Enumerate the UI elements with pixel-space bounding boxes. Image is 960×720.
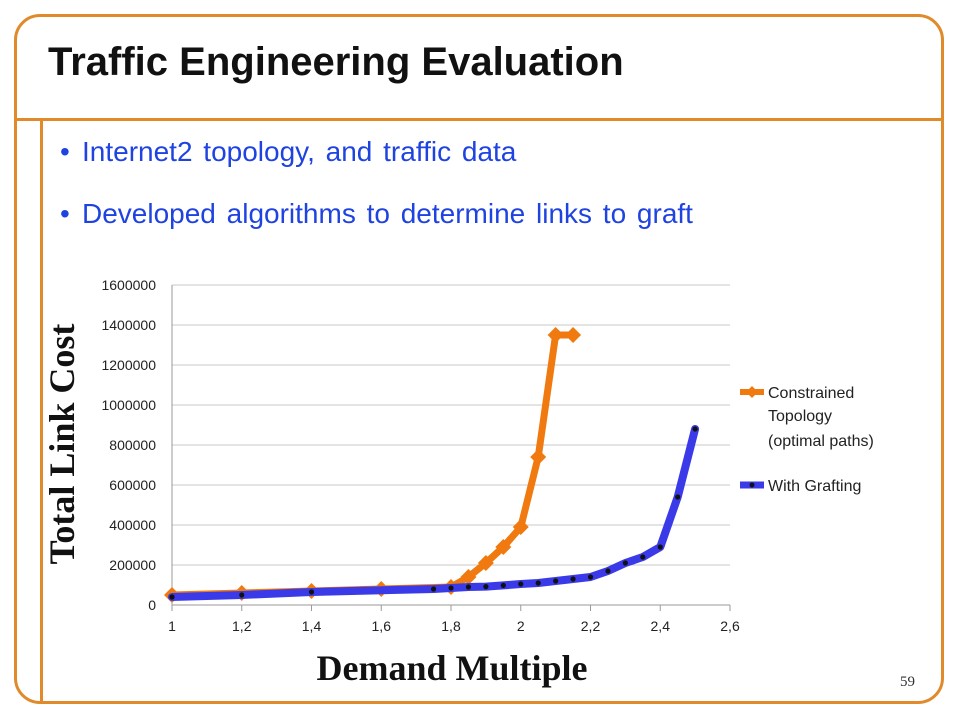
slide-frame	[14, 14, 944, 704]
bullet-item: • Internet2 topology, and traffic data	[60, 136, 693, 198]
x-tick-label: 2,2	[581, 618, 601, 634]
left-divider	[40, 118, 43, 704]
data-point-diamond	[530, 449, 547, 465]
chart-series	[164, 327, 700, 603]
data-point-dot	[518, 581, 524, 587]
data-point-diamond	[565, 327, 582, 343]
data-point-dot	[675, 494, 681, 500]
bullet-item: • Developed algorithms to determine links…	[60, 198, 693, 260]
x-tick-label: 1	[168, 618, 176, 634]
x-tick-label: 1,2	[232, 618, 252, 634]
data-point-dot	[448, 585, 454, 591]
bullet-icon: •	[60, 198, 70, 229]
data-point-dot	[657, 544, 663, 550]
data-point-dot	[553, 578, 559, 584]
data-point-diamond	[495, 539, 512, 555]
x-tick-label: 2,6	[720, 618, 740, 634]
y-tick-label: 1200000	[101, 357, 156, 373]
data-point-dot	[587, 574, 594, 580]
x-tick-label: 2	[517, 618, 525, 634]
slide-title: Traffic Engineering Evaluation	[48, 40, 624, 84]
x-tick-label: 1,6	[372, 618, 392, 634]
chart-axes: 0 200000 400000 600000 800000 1000000 1200000 1…	[101, 277, 739, 634]
y-tick-label: 1400000	[101, 317, 156, 333]
x-tick-label: 2,4	[651, 618, 671, 634]
y-tick-label: 1600000	[101, 277, 156, 293]
data-point-dot	[308, 589, 315, 595]
x-axis-title: Demand Multiple	[316, 648, 587, 688]
y-tick-label: 200000	[109, 557, 156, 573]
data-point-dot	[570, 576, 576, 582]
data-point-dot	[692, 426, 698, 432]
bullet-text: Developed algorithms to determine links …	[82, 198, 693, 229]
y-tick-label: 1000000	[101, 397, 156, 413]
chart-legend: Constrained Topology (optimal paths) With G…	[740, 385, 874, 495]
title-divider	[14, 118, 944, 121]
legend-label: Constrained	[768, 385, 854, 402]
series-line-1	[168, 425, 700, 601]
chart-gridlines	[172, 284, 730, 566]
data-point-dot	[622, 560, 628, 566]
data-point-diamond	[477, 555, 494, 571]
legend-label: (optimal paths)	[768, 433, 874, 450]
y-tick-label: 0	[148, 597, 156, 613]
data-point-dot	[605, 568, 611, 574]
y-tick-label: 600000	[109, 477, 156, 493]
page-number: 59	[900, 674, 915, 690]
y-axis-title: Total Link Cost	[42, 324, 82, 565]
data-point-dot	[430, 586, 437, 592]
data-point-diamond	[460, 569, 477, 585]
data-point-dot	[483, 584, 489, 590]
data-point-dot	[500, 582, 506, 589]
data-point-dot	[239, 592, 245, 598]
y-tick-label: 800000	[109, 437, 156, 453]
bullet-icon: •	[60, 136, 70, 167]
bullet-text: Internet2 topology, and traffic data	[82, 136, 517, 167]
x-tick-label: 1,4	[302, 618, 322, 634]
legend-swatch-marker	[749, 482, 755, 488]
data-point-diamond	[547, 327, 564, 343]
data-point-dot	[535, 580, 541, 586]
data-point-dot	[640, 554, 646, 560]
legend-label: With Grafting	[768, 478, 861, 495]
legend-label: Topology	[768, 408, 832, 425]
x-tick-label: 1,8	[441, 618, 461, 634]
bullet-list: • Internet2 topology, and traffic data • D…	[60, 136, 693, 260]
legend-swatch-marker	[746, 386, 758, 398]
y-tick-label: 400000	[109, 517, 156, 533]
series-line-0	[168, 331, 577, 599]
data-point-dot	[169, 594, 175, 600]
data-point-dot	[465, 584, 472, 590]
data-point-diamond	[512, 519, 529, 535]
